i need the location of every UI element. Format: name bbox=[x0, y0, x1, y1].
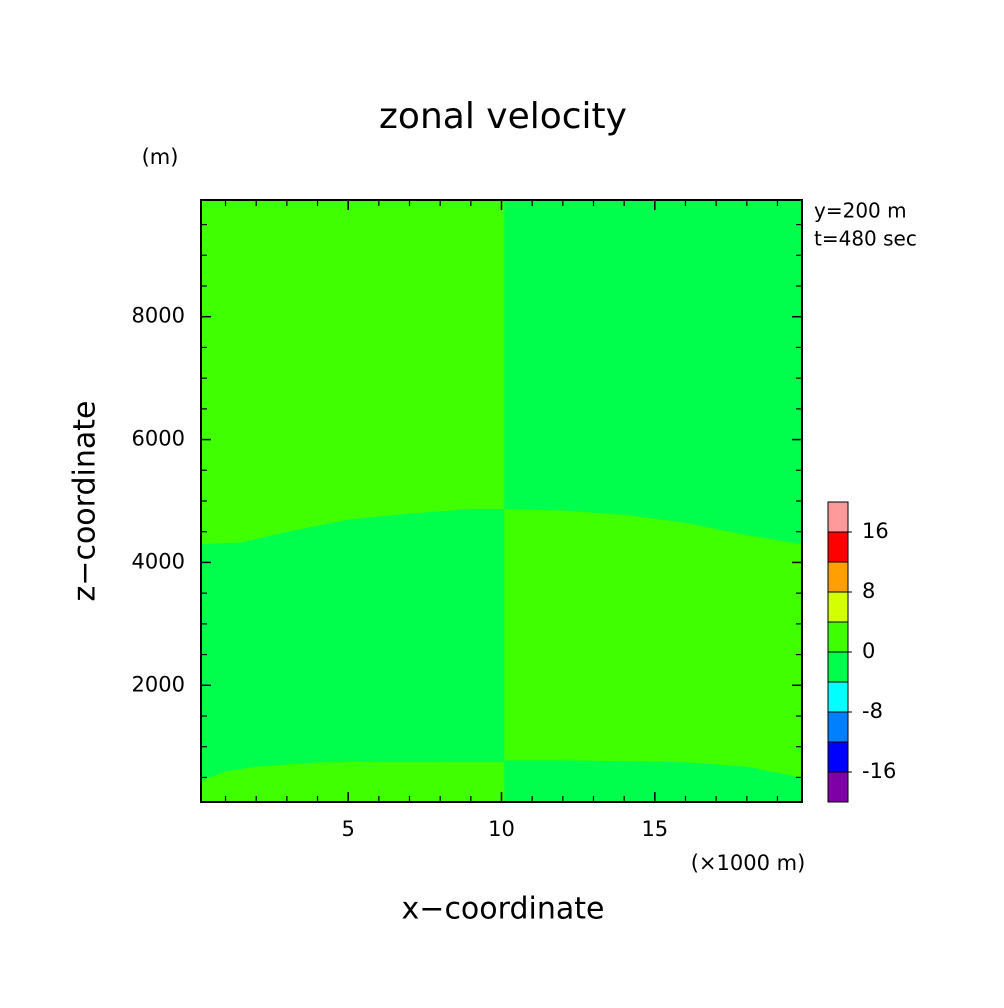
annotation: y=200 m bbox=[814, 199, 907, 223]
y-unit: (m) bbox=[142, 145, 179, 169]
contour-region bbox=[200, 508, 505, 781]
colorbar-label: 8 bbox=[862, 579, 875, 603]
y-tick-label: 2000 bbox=[132, 672, 185, 696]
x-tick-label: 15 bbox=[641, 817, 668, 841]
colorbar-segment bbox=[827, 681, 849, 713]
y-axis-label: z−coordinate bbox=[68, 401, 103, 602]
x-tick-label: 5 bbox=[341, 817, 354, 841]
colorbar-label: 0 bbox=[862, 639, 875, 663]
x-unit: (×1000 m) bbox=[691, 851, 806, 875]
y-tick-label: 4000 bbox=[132, 549, 185, 573]
colorbar-segment bbox=[827, 771, 849, 803]
x-axis-label: x−coordinate bbox=[402, 892, 605, 927]
colorbar-segment bbox=[827, 501, 849, 533]
x-tick-label: 10 bbox=[488, 817, 515, 841]
contour-region bbox=[200, 199, 505, 545]
contour-region bbox=[504, 199, 803, 545]
y-tick-label: 6000 bbox=[132, 427, 185, 451]
colorbar-segment bbox=[827, 711, 849, 743]
annotation: t=480 sec bbox=[814, 227, 917, 251]
colorbar-label: -8 bbox=[862, 699, 883, 723]
colorbar-segment bbox=[827, 741, 849, 773]
contour-region bbox=[504, 508, 803, 778]
colorbar-segment bbox=[827, 651, 849, 683]
chart-title: zonal velocity bbox=[379, 96, 627, 137]
colorbar-segment bbox=[827, 531, 849, 563]
colorbar-segment bbox=[827, 561, 849, 593]
colorbar-label: -16 bbox=[862, 759, 896, 783]
colorbar-label: 16 bbox=[862, 519, 889, 543]
colorbar-segment bbox=[827, 621, 849, 653]
y-tick-label: 8000 bbox=[132, 304, 185, 328]
colorbar-segment bbox=[827, 591, 849, 623]
